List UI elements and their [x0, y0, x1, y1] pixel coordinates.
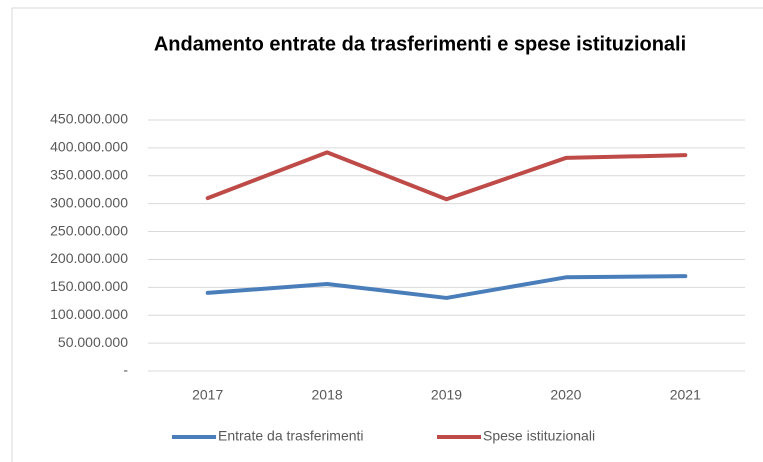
x-tick-label: 2017 [192, 387, 223, 403]
legend-label: Spese istituzionali [483, 428, 595, 444]
x-tick-label: 2018 [312, 387, 343, 403]
y-tick-label: 300.000.000 [50, 194, 128, 210]
y-tick-label: 50.000.000 [58, 334, 128, 350]
y-tick-label: - [123, 362, 128, 378]
y-tick-label: 400.000.000 [50, 139, 128, 155]
y-tick-label: 450.000.000 [50, 111, 128, 127]
y-tick-label: 150.000.000 [50, 278, 128, 294]
x-tick-label: 2020 [550, 387, 581, 403]
y-tick-label: 250.000.000 [50, 222, 128, 238]
y-tick-label: 350.000.000 [50, 166, 128, 182]
series-line [205, 150, 688, 202]
series-line [205, 274, 688, 300]
chart-title: Andamento entrate da trasferimenti e spe… [154, 33, 686, 55]
x-tick-label: 2021 [670, 387, 701, 403]
chart-border [11, 7, 763, 462]
y-tick-label: 100.000.000 [50, 306, 128, 322]
legend-label: Entrate da trasferimenti [218, 428, 364, 444]
y-tick-label: 200.000.000 [50, 250, 128, 266]
x-tick-label: 2019 [431, 387, 462, 403]
